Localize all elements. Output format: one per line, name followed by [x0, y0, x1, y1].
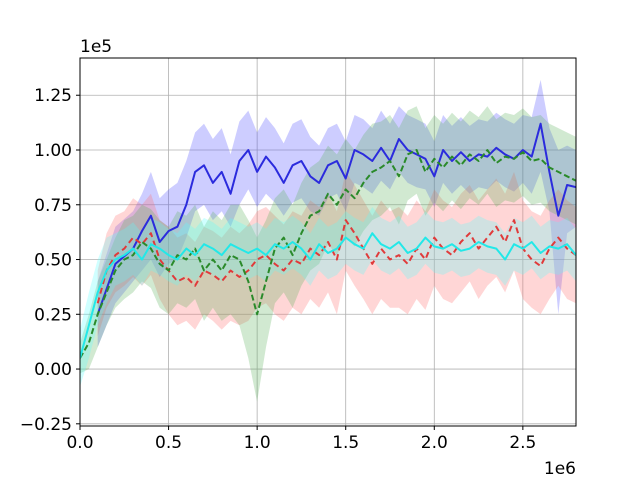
x-tick-label: 2.5: [509, 433, 536, 453]
y-tick-label: 0.00: [34, 360, 72, 380]
y-offset-label: 1e5: [80, 37, 112, 57]
y-tick-label: 1.25: [34, 86, 72, 106]
y-tick-label: 0.50: [34, 251, 72, 271]
series-2-line: [96, 219, 576, 304]
axes-frame: [79, 57, 577, 427]
x-tick-label: 1.0: [244, 433, 271, 453]
x-tick-label: 2.0: [421, 433, 448, 453]
series-4-band: [80, 207, 576, 387]
series-3-line: [80, 149, 576, 359]
series-3-band: [80, 106, 576, 402]
y-tick-label: 0.75: [34, 196, 72, 216]
x-tick-label: 0.0: [66, 433, 93, 453]
x-tick-label: 0.5: [155, 433, 182, 453]
series-4-line: [80, 232, 576, 359]
y-tick-label: 1.00: [34, 141, 72, 161]
y-axis: −0.25 0.00 0.25 0.50 0.75 1.00 1.25: [20, 86, 80, 435]
grid-lines: [79, 58, 576, 426]
series-lines: [80, 122, 576, 359]
series-1-line: [96, 122, 576, 315]
y-tick-label: −0.25: [20, 415, 72, 435]
series-2-band: [97, 171, 576, 337]
x-offset-label: 1e6: [544, 459, 576, 479]
x-axis: 0.0 0.5 1.0 1.5 2.0 2.5: [66, 426, 536, 453]
y-tick-label: 0.25: [34, 305, 72, 325]
series-1-band: [97, 79, 576, 348]
x-tick-label: 1.5: [332, 433, 359, 453]
confidence-bands: [80, 79, 576, 402]
